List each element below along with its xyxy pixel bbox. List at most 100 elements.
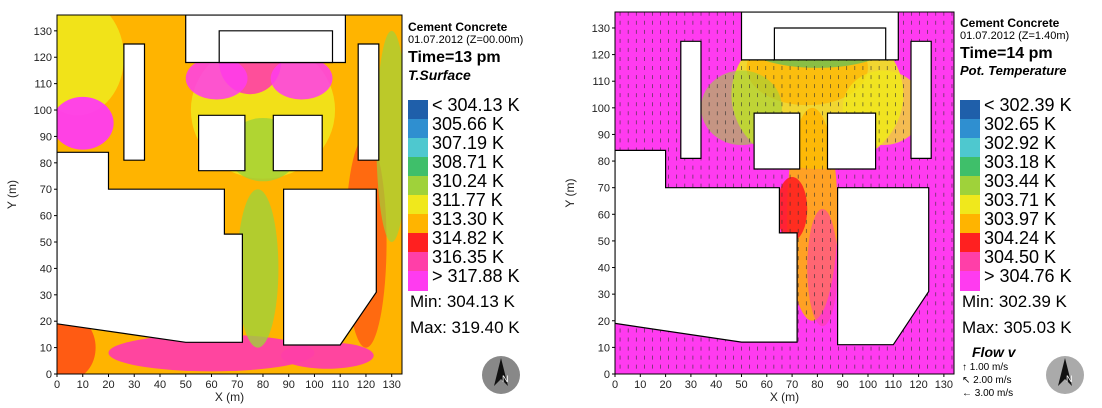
x-tick-label: 120 xyxy=(357,379,375,391)
y-tick-label: 110 xyxy=(592,76,610,88)
building xyxy=(680,40,702,159)
y-tick-label: 10 xyxy=(598,342,610,354)
x-tick-label: 100 xyxy=(859,379,877,391)
legend-swatch xyxy=(408,252,428,272)
legend-swatch xyxy=(960,119,980,139)
legend-swatch xyxy=(960,138,980,158)
y-tick-label: 110 xyxy=(34,79,52,91)
field-region xyxy=(270,57,333,100)
building xyxy=(773,27,887,61)
building xyxy=(753,112,801,170)
y-tick-label: 50 xyxy=(40,237,52,249)
field-region xyxy=(237,189,279,348)
legend-swatch xyxy=(408,138,428,158)
field-region xyxy=(376,30,402,242)
y-axis-label: Y (m) xyxy=(5,180,19,209)
y-tick-label: 90 xyxy=(598,129,610,141)
x-tick-label: 30 xyxy=(685,379,697,391)
legend-swatch xyxy=(408,176,428,196)
surface-temperature-plot: 0 10 20 30 40 50 60 70 80 90 100 110 120 130 0 10 20 30 40… xyxy=(5,14,403,404)
y-tick-label: 80 xyxy=(40,158,52,170)
flow-title: Flow v xyxy=(972,344,1016,360)
x-tick-label: 130 xyxy=(383,379,401,391)
y-tick-label: 80 xyxy=(598,156,610,168)
field-region xyxy=(280,342,374,369)
field-region xyxy=(776,177,808,241)
plot-frame xyxy=(614,11,955,375)
plot-area xyxy=(615,12,954,374)
field-region xyxy=(57,15,124,116)
x-tick-label: 90 xyxy=(283,379,295,391)
y-tick-label: 120 xyxy=(592,50,610,62)
material-title: Cement Concrete xyxy=(960,16,1060,30)
y-tick-label: 40 xyxy=(40,263,52,275)
legend-swatch xyxy=(960,195,980,215)
x-tick-label: 80 xyxy=(257,379,269,391)
legend-swatch xyxy=(960,100,980,120)
y-tick-label: 0 xyxy=(604,369,610,381)
flow-item-label: 1.00 m/s xyxy=(969,362,1009,373)
building xyxy=(57,151,243,343)
x-tick-label: 60 xyxy=(761,379,773,391)
building xyxy=(826,112,877,170)
x-tick-label: 130 xyxy=(935,379,953,391)
legend-swatch xyxy=(960,214,980,234)
y-tick-label: 70 xyxy=(40,184,52,196)
potential-temperature-plot: 0 10 20 30 40 50 60 70 80 90 100 110 120 130 0 10 20 30 40… xyxy=(563,11,955,404)
building xyxy=(357,43,380,161)
x-tick-label: 10 xyxy=(77,379,89,391)
legend-label: < 302.39 K xyxy=(984,95,1072,115)
svg-text:N: N xyxy=(1066,374,1073,384)
building xyxy=(615,149,798,343)
y-tick-label: 40 xyxy=(598,263,610,275)
svg-text:N: N xyxy=(502,374,509,384)
legend-label: 307.19 K xyxy=(432,133,505,153)
flow-item-label: 2.00 m/s xyxy=(973,375,1012,386)
field-region xyxy=(57,315,96,374)
legend-label: 314.82 K xyxy=(432,228,505,248)
max-value: Max: 319.40 K xyxy=(410,318,520,337)
material-title: Cement Concrete xyxy=(408,20,508,34)
x-tick-label: 20 xyxy=(102,379,114,391)
plot-frame xyxy=(56,14,403,375)
x-axis-label: X (m) xyxy=(215,390,244,404)
variable-name: T.Surface xyxy=(408,66,471,83)
field-region xyxy=(185,57,248,100)
flow-item: ↑ 1.00 m/s xyxy=(962,362,1009,373)
legend-swatch xyxy=(960,233,980,253)
building xyxy=(283,188,377,346)
date-line: 01.07.2012 (Z=00.00m) xyxy=(408,34,524,47)
y-tick-label: 70 xyxy=(598,183,610,195)
y-tick-label: 30 xyxy=(598,289,610,301)
flow-item: ↖ 2.00 m/s xyxy=(962,375,1012,386)
chart-panel-potential-temperature: 0 10 20 30 40 50 60 70 80 90 100 110 120 130 0 10 20 30 40… xyxy=(558,0,1102,408)
legend-label: 303.71 K xyxy=(984,190,1057,210)
legend-label: 308.71 K xyxy=(432,152,505,172)
legend-label: 311.77 K xyxy=(432,190,503,210)
x-tick-label: 50 xyxy=(735,379,747,391)
x-tick-label: 110 xyxy=(331,379,349,391)
legend-label: < 304.13 K xyxy=(432,95,520,115)
north-arrow-icon: N xyxy=(482,356,520,394)
max-value: Max: 305.03 K xyxy=(962,318,1072,337)
chart-panel-surface-temperature: 0 10 20 30 40 50 60 70 80 90 100 110 120 130 0 10 20 30 40… xyxy=(0,0,550,408)
legend-swatch xyxy=(408,233,428,253)
legend-label: 305.66 K xyxy=(432,114,505,134)
legend-label: 316.35 K xyxy=(432,247,505,267)
field-region xyxy=(57,96,114,150)
legend-label: 303.97 K xyxy=(984,209,1057,229)
x-tick-label: 90 xyxy=(837,379,849,391)
date-line: 01.07.2012 (Z=1.40m) xyxy=(960,30,1070,43)
legend-swatch xyxy=(408,214,428,234)
x-axis-label: X (m) xyxy=(770,390,799,404)
building xyxy=(272,114,323,172)
flow-item-label: 3.00 m/s xyxy=(974,388,1014,399)
y-axis-label: Y (m) xyxy=(563,178,577,207)
min-value: Min: 304.13 K xyxy=(410,292,515,311)
building xyxy=(123,43,146,161)
x-tick-label: 120 xyxy=(909,379,927,391)
info-block: Cement Concrete 01.07.2012 (Z=00.00m) Ti… xyxy=(408,20,523,84)
y-tick-label: 10 xyxy=(40,343,52,355)
x-tick-label: 100 xyxy=(305,379,323,391)
legend-swatch xyxy=(408,271,428,291)
